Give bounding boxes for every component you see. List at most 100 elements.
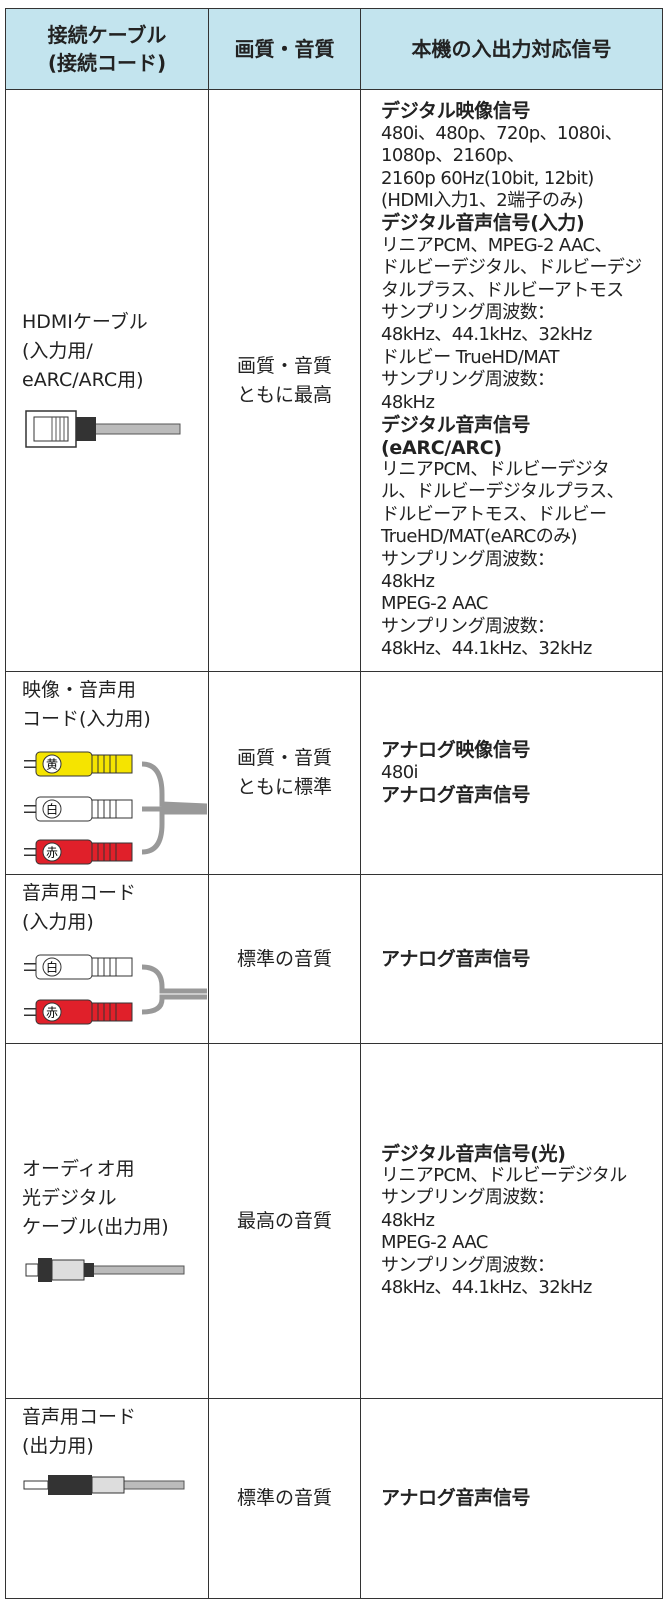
text-line: ル、ドルビーデジタルプラス、 — [381, 481, 624, 503]
text-line: 画質・音質 — [236, 747, 332, 769]
text-line: 標準の音質 — [236, 947, 332, 970]
icon-wrap: 黄 白 赤 — [22, 744, 208, 874]
cable-cell: HDMIケーブル (入力用/eARC/ARC用) — [5, 89, 209, 672]
text-line: ドルビーアトモス、ドルビー — [381, 503, 607, 525]
signal-cell: アナログ音声信号 — [360, 1398, 663, 1599]
text-line: 音声用コード — [22, 1406, 137, 1428]
text-line: デジタル音声信号(光) — [381, 1142, 566, 1165]
text-line: 48kHz — [381, 1209, 435, 1231]
cable-cell: 音声用コード (入力用) 白 赤 — [5, 874, 209, 1044]
text-line: HDMIケーブル — [22, 311, 148, 333]
text-line: 48kHz — [381, 391, 435, 413]
text-line: ケーブル(出力用) — [22, 1215, 169, 1238]
text-line: リニアPCM、ドルビーデジタル — [381, 1164, 627, 1186]
text-line: 48kHz、44.1kHz、32kHz — [381, 324, 592, 346]
table-row: HDMIケーブル (入力用/eARC/ARC用) 画質・音質 ともに最高 デジタル映像… — [5, 89, 663, 672]
text-line: リニアPCM、ドルビーデジタ — [381, 458, 610, 480]
text-line: ドルビー TrueHD/MAT — [381, 346, 559, 368]
text-line: デジタル音声信号 — [381, 414, 531, 437]
cable-cell: 音声用コード (出力用) — [5, 1398, 209, 1599]
text-line: サンプリング周波数： — [381, 302, 555, 324]
signal-cell: アナログ映像信号 480i アナログ音声信号 — [360, 671, 663, 875]
text-line: オーディオ用 — [22, 1157, 135, 1180]
plug-label: 白 — [46, 960, 58, 975]
quality-cell: 最高の音質 — [208, 1043, 361, 1399]
text-line: 480i — [381, 761, 419, 783]
signal-cell: デジタル音声信号(光) リニアPCM、ドルビーデジタル サンプリング周波数： 48kH… — [360, 1043, 663, 1399]
icon-wrap — [22, 1252, 208, 1288]
quality-cell: 標準の音質 — [208, 874, 361, 1044]
page: 接続ケーブル (接続コード) 画質・音質 本機の入出力対応信号 HDMIケーブル (入力… — [5, 8, 663, 1599]
plug-label: 黄 — [46, 758, 58, 772]
icon-wrap — [22, 405, 208, 453]
text-line: (eARC/ARC) — [381, 436, 502, 459]
text-line: 接続ケーブル — [47, 23, 167, 47]
text-line: タルプラス、ドルビーアトモス — [381, 279, 624, 301]
text-line: 2160p 60Hz(10bit, 12bit) — [381, 167, 594, 189]
text-line: TrueHD/MAT(eARCのみ) — [381, 526, 578, 548]
quality-cell: 画質・音質ともに最高 — [208, 89, 361, 672]
text-line: コード(入力用) — [22, 708, 151, 730]
text-line: (入力用/ — [22, 340, 93, 362]
mini-plug-icon — [23, 1475, 185, 1495]
text-line: 音声用コード — [22, 882, 137, 904]
text-line: (入力用) — [22, 911, 94, 933]
text-line: サンプリング周波数： — [381, 369, 555, 391]
cable-cell: オーディオ用 光デジタルケーブル(出力用) — [5, 1043, 209, 1399]
signal-cell: デジタル映像信号 480i、480p、720p、1080i、 1080p、2160p… — [360, 89, 663, 672]
text-line: (接続コード) — [47, 51, 167, 75]
text-line: 標準の音質 — [236, 1487, 332, 1509]
text-line: アナログ音声信号 — [381, 1487, 531, 1510]
text-line: アナログ音声信号 — [381, 784, 531, 807]
text-line: eARC/ARC用) — [22, 369, 144, 391]
table-row: オーディオ用 光デジタルケーブル(出力用) 最高の音質 デジタル音声信号(光) リニア… — [5, 1043, 663, 1399]
header-cell: 画質・音質 — [208, 8, 361, 90]
table-row: 音声用コード (入力用) 白 赤 標準の音質 アナログ音声信号 — [5, 874, 663, 1044]
text-line: サンプリング周波数： — [381, 1254, 555, 1276]
text-line: (HDMI入力1、2端子のみ) — [381, 190, 584, 212]
plug-label: 白 — [46, 802, 58, 817]
hdmi-icon — [25, 410, 181, 448]
text-line: デジタル映像信号 — [381, 100, 531, 123]
text-line: 480i、480p、720p、1080i、 — [381, 122, 623, 144]
table-row: 音声用コード (出力用) 標準の音質 アナログ音声信号 — [5, 1398, 663, 1599]
text-line: MPEG-2 AAC — [381, 1232, 488, 1254]
text-line: アナログ音声信号 — [381, 947, 531, 970]
av-cord-icon: 黄 白 赤 — [24, 751, 207, 865]
text-line: 画質・音質 — [236, 354, 332, 377]
plug-label: 赤 — [46, 846, 58, 860]
text-line: デジタル音声信号(入力) — [381, 212, 585, 235]
plug-label: 赤 — [46, 1006, 58, 1020]
text-line: MPEG-2 AAC — [381, 593, 488, 615]
quality-cell: 画質・音質ともに標準 — [208, 671, 361, 875]
audio-cord-icon: 白 赤 — [24, 954, 207, 1025]
text-line: 1080p、2160p、 — [381, 145, 525, 167]
icon-wrap — [22, 1471, 208, 1501]
text-line: ともに標準 — [236, 776, 332, 798]
text-line: 48kHz、44.1kHz、32kHz — [381, 638, 592, 660]
text-line: アナログ映像信号 — [381, 739, 531, 762]
text-line: 画質・音質 — [234, 37, 335, 61]
signal-cell: アナログ音声信号 — [360, 874, 663, 1044]
text-line: 光デジタル — [22, 1186, 117, 1209]
header-cell: 接続ケーブル (接続コード) — [5, 8, 209, 90]
icon-wrap: 白 赤 — [22, 947, 208, 1037]
cable-cell: 映像・音声用 コード(入力用) 黄 白 赤 — [5, 671, 209, 875]
text-line: サンプリング周波数： — [381, 615, 555, 637]
text-line: ドルビーデジタル、ドルビーデジ — [381, 257, 642, 279]
signal-table: 接続ケーブル (接続コード) 画質・音質 本機の入出力対応信号 HDMIケーブル (入力… — [5, 8, 663, 1599]
text-line: 48kHz、44.1kHz、32kHz — [381, 1277, 592, 1299]
header-cell: 本機の入出力対応信号 — [360, 8, 663, 90]
optical-icon — [25, 1257, 185, 1282]
text-line: リニアPCM、MPEG-2 AAC、 — [381, 234, 613, 256]
text-line: 48kHz — [381, 570, 435, 592]
text-line: 本機の入出力対応信号 — [411, 37, 612, 61]
header-row: 接続ケーブル (接続コード) 画質・音質 本機の入出力対応信号 — [5, 8, 663, 90]
text-line: 映像・音声用 — [22, 679, 137, 701]
text-line: サンプリング周波数： — [381, 548, 555, 570]
text-line: 最高の音質 — [236, 1209, 332, 1232]
text-line: サンプリング周波数： — [381, 1187, 555, 1209]
table-row: 映像・音声用 コード(入力用) 黄 白 赤 画質・音質 ともに標準 アナログ映像信号 4… — [5, 671, 663, 875]
text-line: ともに最高 — [236, 383, 332, 406]
quality-cell: 標準の音質 — [208, 1398, 361, 1599]
